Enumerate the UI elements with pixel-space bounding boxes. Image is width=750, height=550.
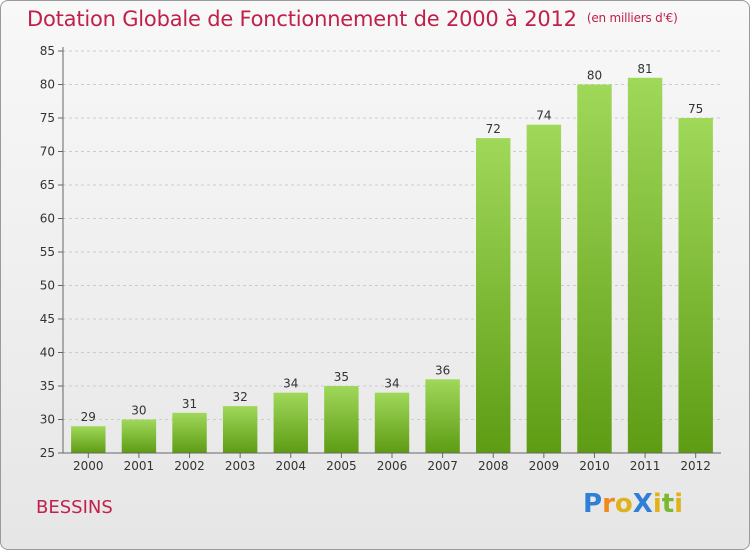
data-label-2001: 30 [131, 404, 146, 418]
y-tick-label: 25 [40, 446, 55, 460]
bar-2004 [273, 392, 308, 453]
x-tick-label-2011: 2011 [630, 459, 661, 473]
logo-letter: i [674, 489, 684, 519]
proxiti-logo: ProXiti [583, 489, 683, 519]
bar-2001 [121, 419, 157, 453]
y-tick-label: 35 [40, 379, 55, 393]
x-tick-label-2008: 2008 [478, 459, 509, 473]
data-label-2010: 80 [587, 69, 602, 83]
x-tick-label-2009: 2009 [529, 459, 560, 473]
bar-2005 [324, 386, 359, 453]
logo-letter: o [614, 489, 633, 519]
bar-2009 [526, 124, 562, 453]
x-tick-label-2006: 2006 [377, 459, 408, 473]
bar-2007 [425, 379, 460, 453]
y-tick-label: 55 [40, 245, 55, 259]
logo-letter: r [602, 489, 615, 519]
chart-unit: (en milliers d'€) [586, 11, 678, 25]
x-tick-label-2007: 2007 [427, 459, 458, 473]
y-tick-label: 70 [40, 145, 55, 159]
y-tick-label: 40 [40, 346, 55, 360]
bar-2006 [374, 392, 410, 453]
data-label-2012: 75 [688, 102, 703, 116]
y-tick-label: 75 [40, 111, 55, 125]
data-label-2006: 34 [384, 377, 399, 391]
logo-letter: X [632, 489, 653, 519]
x-tick-label-2000: 2000 [73, 459, 104, 473]
bar-2008 [476, 138, 511, 453]
bar-2003 [222, 406, 258, 453]
x-tick-label-2003: 2003 [225, 459, 256, 473]
logo-letter: t [661, 489, 675, 519]
data-label-2008: 72 [486, 122, 501, 136]
data-label-2011: 81 [637, 62, 652, 76]
data-label-2005: 35 [334, 370, 349, 384]
x-tick-label-2005: 2005 [326, 459, 357, 473]
chart-title: Dotation Globale de Fonctionnement de 20… [27, 7, 678, 31]
logo-letter: P [583, 489, 603, 519]
logo-letter: i [652, 489, 662, 519]
data-label-2007: 36 [435, 363, 450, 377]
y-tick-label: 85 [40, 44, 55, 58]
bar-2002 [172, 412, 207, 453]
y-tick-label: 65 [40, 178, 55, 192]
data-label-2004: 34 [283, 377, 298, 391]
data-label-2009: 74 [536, 109, 551, 123]
x-tick-label-2012: 2012 [680, 459, 711, 473]
data-label-2000: 29 [81, 410, 96, 424]
y-tick-label: 50 [40, 279, 55, 293]
x-tick-label-2010: 2010 [579, 459, 610, 473]
bar-2000 [71, 426, 106, 453]
data-label-2002: 31 [182, 397, 197, 411]
y-tick-label: 60 [40, 212, 55, 226]
x-tick-label-2001: 2001 [124, 459, 155, 473]
bar-2010 [577, 84, 612, 453]
y-tick-label: 30 [40, 413, 55, 427]
place-name: BESSINS [36, 497, 113, 518]
y-tick-label: 80 [40, 78, 55, 92]
chart-title-text: Dotation Globale de Fonctionnement de 20… [27, 7, 577, 31]
y-tick-label: 45 [40, 312, 55, 326]
bar-2012 [678, 118, 713, 453]
data-label-2003: 32 [233, 390, 248, 404]
x-tick-label-2002: 2002 [174, 459, 205, 473]
bar-2011 [627, 77, 663, 454]
x-tick-label-2004: 2004 [275, 459, 306, 473]
